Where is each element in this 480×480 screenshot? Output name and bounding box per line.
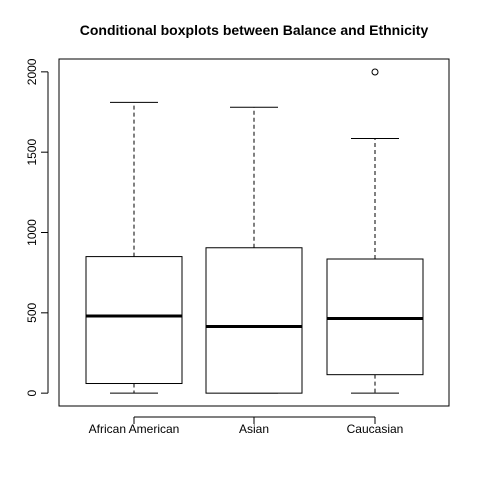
y-tick-label: 1500 bbox=[25, 139, 39, 166]
box-asian bbox=[205, 106, 303, 394]
chart-title: Conditional boxplots between Balance and… bbox=[80, 22, 429, 38]
y-tick-label: 2000 bbox=[25, 58, 39, 85]
iqr-box bbox=[326, 258, 424, 376]
x-tick-label: Caucasian bbox=[347, 422, 404, 436]
boxes-group bbox=[85, 68, 424, 394]
box-caucasian bbox=[326, 68, 424, 394]
outlier-point bbox=[371, 68, 379, 76]
y-tick-label: 500 bbox=[25, 302, 39, 322]
plot-frame bbox=[58, 58, 450, 407]
y-axis: 0 500 1000 1500 2000 bbox=[25, 58, 49, 396]
y-tick-label: 0 bbox=[25, 389, 39, 396]
x-tick-label: African American bbox=[89, 422, 180, 436]
iqr-box bbox=[205, 247, 303, 394]
x-tick-label: Asian bbox=[239, 422, 269, 436]
iqr-box bbox=[85, 256, 183, 385]
x-axis: African American Asian Caucasian bbox=[89, 416, 404, 436]
box-african-american bbox=[85, 101, 183, 394]
y-tick-label: 1000 bbox=[25, 219, 39, 246]
